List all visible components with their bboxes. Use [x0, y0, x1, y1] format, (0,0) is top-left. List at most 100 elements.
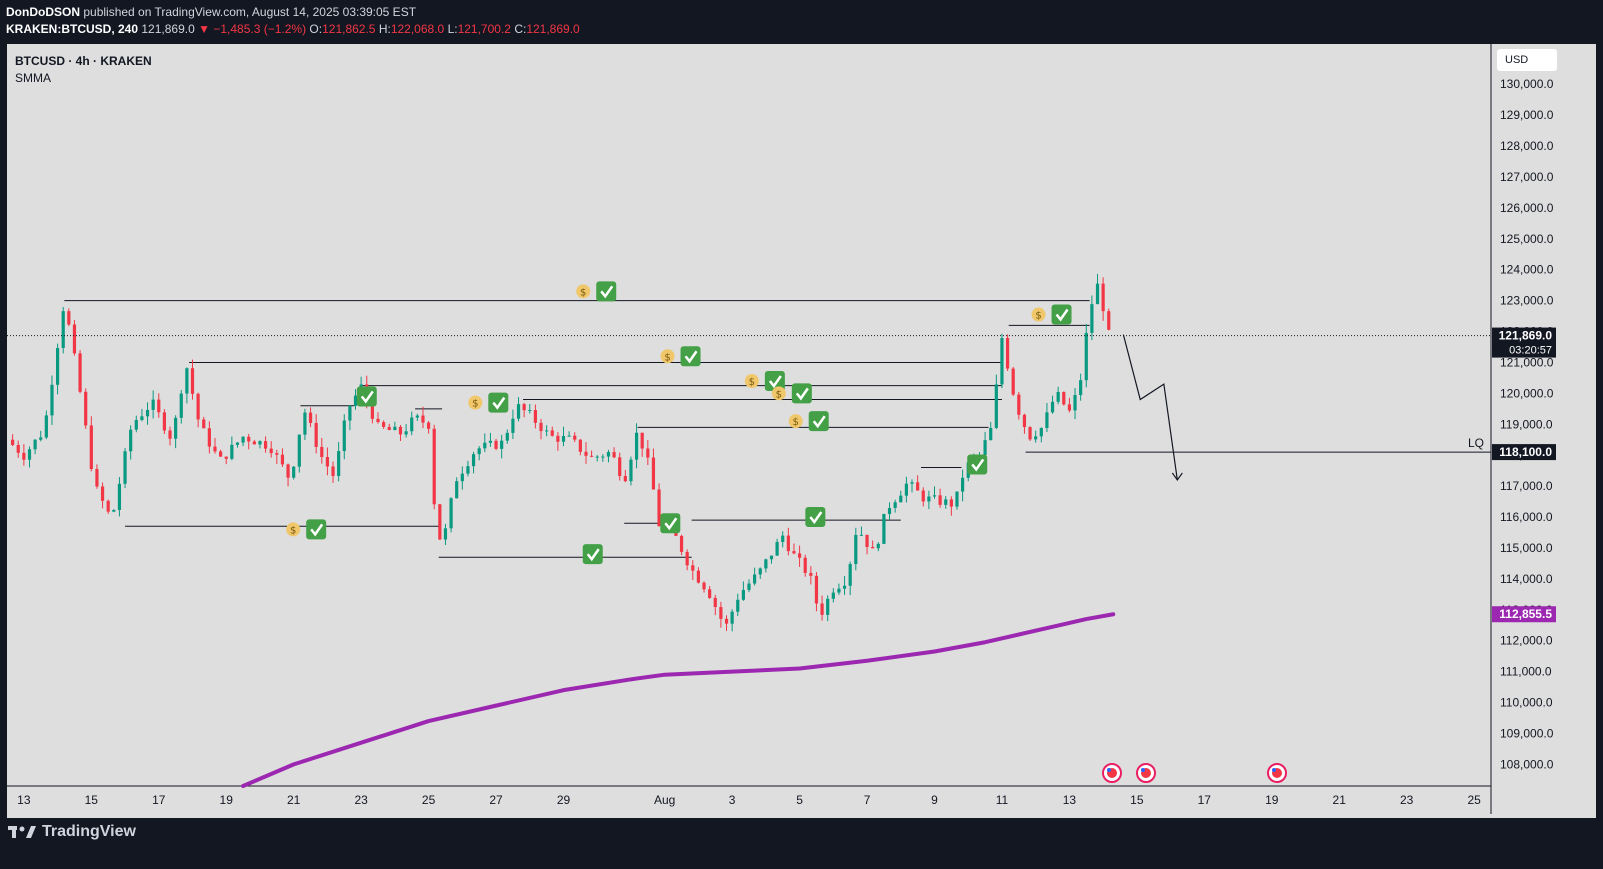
candle-up: [629, 459, 633, 482]
candle-up: [44, 415, 48, 438]
price-tick-label: 117,000.0: [1500, 479, 1553, 493]
candle-up: [753, 574, 757, 584]
candle-down: [871, 546, 875, 549]
economic-events[interactable]: [1102, 763, 1287, 783]
money-bag-icon: [788, 414, 803, 429]
candle-down: [190, 368, 195, 394]
us-flag-event-icon[interactable]: [1102, 763, 1122, 783]
candle-down: [803, 557, 807, 573]
candle-down: [387, 426, 391, 431]
publish-line: DonDoDSON published on TradingView.com, …: [6, 5, 416, 19]
checkmark-stroke: [600, 285, 614, 299]
candle-up: [775, 541, 779, 556]
candle-up: [1084, 332, 1088, 381]
candle-up: [854, 534, 858, 565]
candle-up: [882, 513, 886, 544]
candle-down: [612, 452, 616, 458]
chart-legend[interactable]: BTCUSD · 4h · KRAKEN SMMA: [15, 53, 152, 87]
candle-up: [1000, 338, 1004, 385]
smma-polyline: [241, 612, 1116, 788]
chart-header: DonDoDSON published on TradingView.com, …: [0, 0, 1603, 44]
candle-down: [1067, 404, 1072, 411]
candle-up: [516, 404, 521, 419]
candle-down: [100, 486, 105, 501]
currency-button[interactable]: USD: [1497, 49, 1557, 71]
price-label-box: [1492, 327, 1556, 358]
time-axis[interactable]: [7, 786, 1491, 814]
candle-down: [219, 451, 223, 457]
money-bag-icon: [744, 373, 759, 388]
time-tick-label: 19: [1265, 793, 1279, 807]
time-tick-label: 13: [17, 793, 31, 807]
money-bag-icon: [1031, 307, 1046, 322]
candle-up: [1039, 428, 1043, 437]
candle-down: [426, 422, 431, 429]
candle-down: [814, 575, 819, 604]
candle-down: [67, 311, 71, 325]
time-tick-label: 3: [729, 793, 736, 807]
brand-name: TradingView: [42, 823, 136, 840]
us-flag-event-icon[interactable]: [1267, 763, 1287, 783]
candle-up: [848, 564, 852, 586]
projection-path[interactable]: [1122, 334, 1183, 481]
annotations: LQ: [1468, 436, 1484, 450]
tradingview-logo[interactable]: TradingView: [8, 823, 136, 841]
time-tick-label: 11: [996, 793, 1009, 807]
candle-up: [781, 535, 785, 542]
legend-symbol[interactable]: BTCUSD · 4h · KRAKEN: [15, 54, 152, 68]
candle-down: [325, 457, 330, 467]
time-tick-label: 29: [557, 793, 571, 807]
candle-up: [404, 431, 408, 435]
money-bag-icon: [468, 395, 483, 410]
candle-up: [471, 454, 476, 467]
candle-up: [179, 393, 183, 418]
candle-up: [33, 439, 37, 450]
candle-down: [539, 422, 543, 432]
candle-down: [646, 448, 650, 458]
candle-down: [432, 428, 436, 505]
dollar-sign-icon: $: [472, 399, 478, 410]
us-flag-event-icon[interactable]: [1136, 763, 1156, 783]
candle-up: [297, 434, 301, 467]
candle-up: [500, 440, 504, 449]
candle-up: [50, 384, 54, 416]
candle-up: [1079, 380, 1083, 396]
checkmark-stroke: [310, 523, 324, 537]
candle-up: [151, 399, 155, 410]
close-label: C:: [514, 22, 527, 36]
legend-indicator[interactable]: SMMA: [15, 71, 51, 85]
candle-up: [1073, 395, 1077, 411]
candle-down: [16, 444, 20, 453]
checkmark-stroke: [492, 396, 506, 410]
candle-up: [27, 449, 32, 460]
horizontal-levels[interactable]: [64, 300, 1491, 558]
candle-down: [286, 464, 290, 478]
candle-up: [342, 420, 346, 452]
candle-up: [736, 599, 740, 612]
candle-down: [713, 597, 717, 608]
time-axis-ticks: 13 15 17 19 21 23 25 27 29 Aug 3 5 7 9 11 13 15 17 19 21 23 2…: [17, 793, 1481, 807]
candle-down: [370, 401, 374, 419]
candle-up: [123, 451, 127, 484]
candle-down: [1062, 392, 1066, 405]
candle-down: [640, 432, 644, 449]
time-tick-label: Aug: [654, 793, 675, 807]
checkmark-stroke: [768, 375, 782, 389]
chart-frame[interactable]: [7, 44, 1596, 834]
time-tick-label: 21: [1333, 793, 1347, 807]
author-name[interactable]: DonDoDSON: [6, 5, 80, 19]
candle-up: [606, 452, 611, 457]
candle-up: [1095, 283, 1100, 305]
candle-down: [708, 589, 712, 598]
candle-down: [820, 603, 824, 615]
checkmark-stroke: [795, 387, 809, 401]
candle-up: [994, 384, 998, 428]
candle-up: [488, 440, 493, 443]
candle-up: [477, 448, 481, 455]
candle-up: [927, 496, 931, 502]
candle-down: [651, 457, 656, 490]
candle-down: [1022, 414, 1027, 428]
time-tick-label: 19: [220, 793, 234, 807]
candle-down: [72, 324, 77, 354]
